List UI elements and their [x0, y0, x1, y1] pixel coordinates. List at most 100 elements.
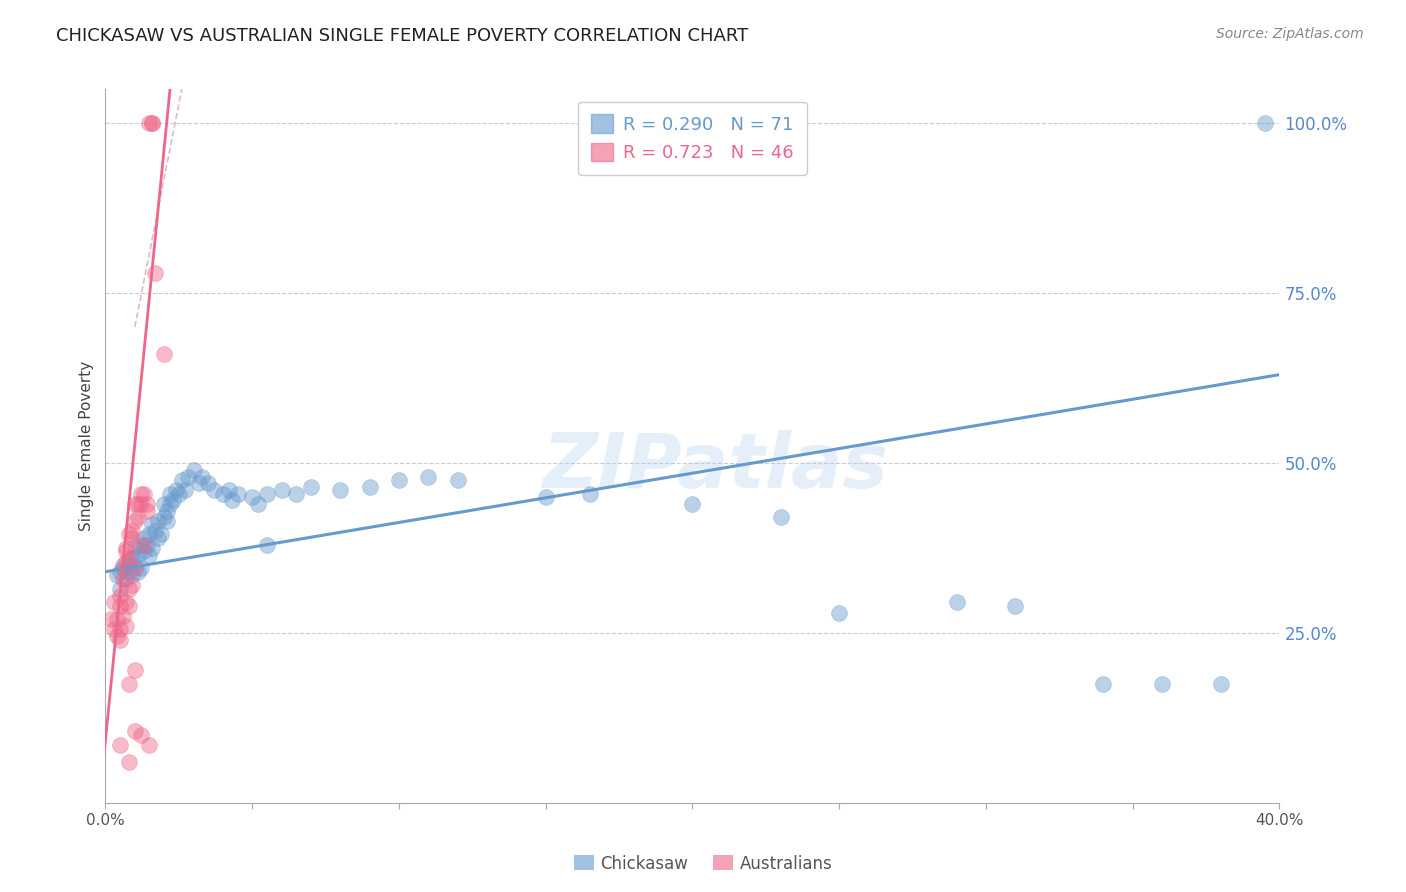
Point: [141, 517, 163, 532]
Point: [115, 619, 138, 633]
Point: [138, 527, 160, 541]
Point: [141, 541, 163, 555]
Point: [156, 514, 179, 528]
Point: [121, 524, 143, 538]
Point: [682, 497, 704, 511]
Point: [118, 565, 141, 579]
Text: ZIPatlas: ZIPatlas: [543, 431, 889, 504]
Point: [197, 476, 219, 491]
Point: [124, 724, 146, 739]
Point: [105, 629, 128, 643]
Point: [118, 582, 141, 596]
Point: [127, 565, 149, 579]
Point: [105, 612, 128, 626]
Point: [1092, 677, 1115, 691]
Point: [388, 473, 411, 487]
Point: [359, 480, 381, 494]
Point: [148, 531, 170, 545]
Point: [156, 503, 179, 517]
Point: [115, 544, 138, 558]
Point: [127, 548, 149, 562]
Point: [1004, 599, 1026, 613]
Point: [270, 483, 292, 498]
Point: [183, 463, 205, 477]
Point: [129, 497, 152, 511]
Point: [167, 486, 190, 500]
Point: [162, 493, 184, 508]
Point: [191, 469, 214, 483]
Point: [124, 558, 146, 572]
Point: [285, 486, 308, 500]
Point: [108, 565, 131, 579]
Point: [118, 755, 141, 769]
Y-axis label: Single Female Poverty: Single Female Poverty: [79, 361, 94, 531]
Point: [118, 551, 141, 566]
Point: [124, 561, 146, 575]
Point: [176, 469, 198, 483]
Legend: Chickasaw, Australians: Chickasaw, Australians: [567, 848, 839, 880]
Point: [118, 558, 141, 572]
Point: [108, 623, 131, 637]
Point: [578, 486, 600, 500]
Text: Source: ZipAtlas.com: Source: ZipAtlas.com: [1216, 27, 1364, 41]
Point: [129, 537, 152, 551]
Point: [221, 493, 243, 508]
Point: [112, 561, 135, 575]
Point: [218, 483, 240, 498]
Point: [121, 578, 143, 592]
Point: [828, 606, 851, 620]
Point: [153, 347, 176, 361]
Point: [1150, 677, 1173, 691]
Point: [127, 497, 149, 511]
Point: [148, 514, 170, 528]
Point: [108, 582, 131, 596]
Point: [211, 486, 233, 500]
Legend: R = 0.290   N = 71, R = 0.723   N = 46: R = 0.290 N = 71, R = 0.723 N = 46: [578, 102, 807, 175]
Point: [129, 486, 152, 500]
Point: [138, 548, 160, 562]
Point: [329, 483, 352, 498]
Point: [945, 595, 967, 609]
Point: [446, 473, 468, 487]
Point: [159, 497, 181, 511]
Point: [108, 738, 131, 752]
Point: [418, 469, 440, 483]
Point: [138, 738, 160, 752]
Point: [103, 595, 125, 609]
Point: [769, 510, 792, 524]
Point: [112, 572, 135, 586]
Point: [240, 490, 263, 504]
Point: [118, 677, 141, 691]
Point: [127, 510, 149, 524]
Point: [124, 514, 146, 528]
Point: [118, 527, 141, 541]
Point: [132, 544, 155, 558]
Point: [121, 531, 143, 545]
Point: [115, 541, 138, 555]
Point: [256, 486, 278, 500]
Point: [1209, 677, 1232, 691]
Point: [138, 116, 160, 130]
Point: [135, 537, 157, 551]
Point: [129, 728, 152, 742]
Point: [226, 486, 249, 500]
Point: [159, 486, 181, 500]
Point: [100, 612, 122, 626]
Point: [121, 551, 143, 566]
Text: CHICKASAW VS AUSTRALIAN SINGLE FEMALE POVERTY CORRELATION CHART: CHICKASAW VS AUSTRALIAN SINGLE FEMALE PO…: [56, 27, 748, 45]
Point: [124, 541, 146, 555]
Point: [129, 561, 152, 575]
Point: [118, 599, 141, 613]
Point: [115, 555, 138, 569]
Point: [141, 116, 163, 130]
Point: [103, 623, 125, 637]
Point: [108, 599, 131, 613]
Point: [247, 497, 270, 511]
Point: [121, 568, 143, 582]
Point: [153, 510, 176, 524]
Point: [115, 595, 138, 609]
Point: [1254, 116, 1277, 130]
Point: [165, 483, 187, 498]
Point: [153, 497, 176, 511]
Point: [108, 632, 131, 647]
